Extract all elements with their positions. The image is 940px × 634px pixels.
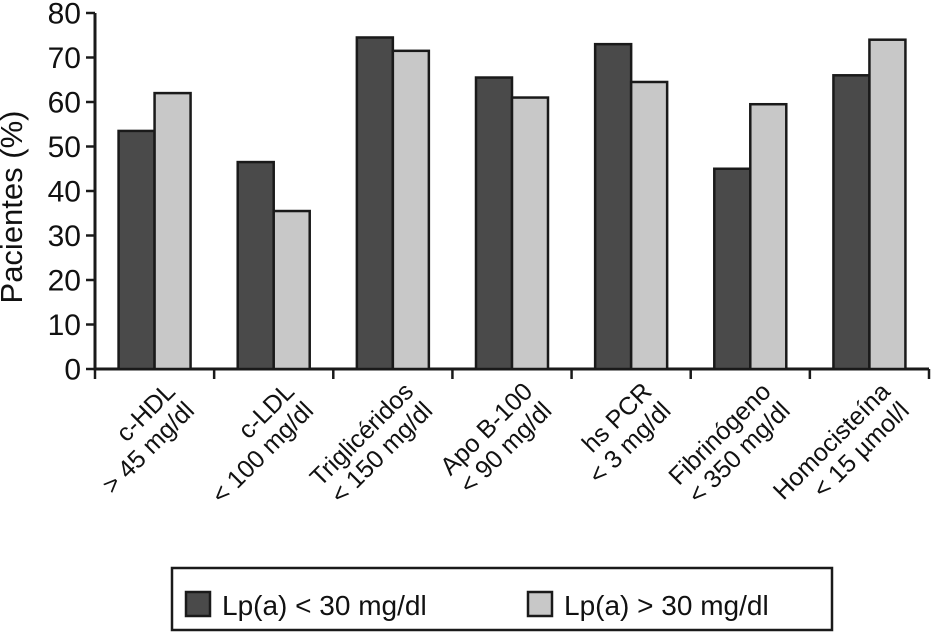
x-category-label: Homocisteína< 15 µmol/l [768,377,915,524]
y-tick-label: 60 [48,87,81,120]
bar-lpa-high [868,38,907,371]
y-tick-label: 80 [48,0,81,31]
x-category-label: Apo B-100< 90 mg/dl [435,377,557,499]
bar-lpa-high [272,209,311,371]
bar-lpa-high [510,96,550,371]
legend-swatch-lpa-low [184,590,212,618]
bar-lpa-high [391,49,431,371]
y-tick-label: 70 [48,42,81,75]
bar-lpa-low [593,42,633,371]
bar-lpa-low [474,76,514,371]
y-tick-label: 30 [48,220,81,253]
x-category-label: hs PCR< 3 mg/dl [564,377,676,489]
x-category-label: c-HDL> 45 mg/dl [78,377,200,499]
legend-label-lpa-low: Lp(a) < 30 mg/dl [222,590,427,621]
bar-lpa-low [117,129,156,371]
bar-lpa-low [236,160,275,371]
y-tick-label: 0 [64,354,81,387]
bar-lpa-high [749,102,788,371]
x-category-label: Triglicéridos< 150 mg/dl [305,377,439,511]
bar-lpa-high [153,91,192,371]
legend-swatch-lpa-high [526,590,554,618]
y-axis-title: Pacientes (%) [0,111,29,304]
legend-box [170,566,834,632]
y-tick-label: 20 [48,265,81,298]
y-tick-label: 10 [48,309,81,342]
bar-lpa-low [355,36,395,371]
bar-lpa-low [713,167,752,371]
y-tick-label: 50 [48,131,81,164]
bar-lpa-high [629,80,669,371]
y-tick-label: 40 [48,176,81,209]
bar-lpa-low [832,74,871,371]
legend-label-lpa-high: Lp(a) > 30 mg/dl [564,590,769,621]
x-category-label: c-LDL< 100 mg/dl [187,377,319,509]
